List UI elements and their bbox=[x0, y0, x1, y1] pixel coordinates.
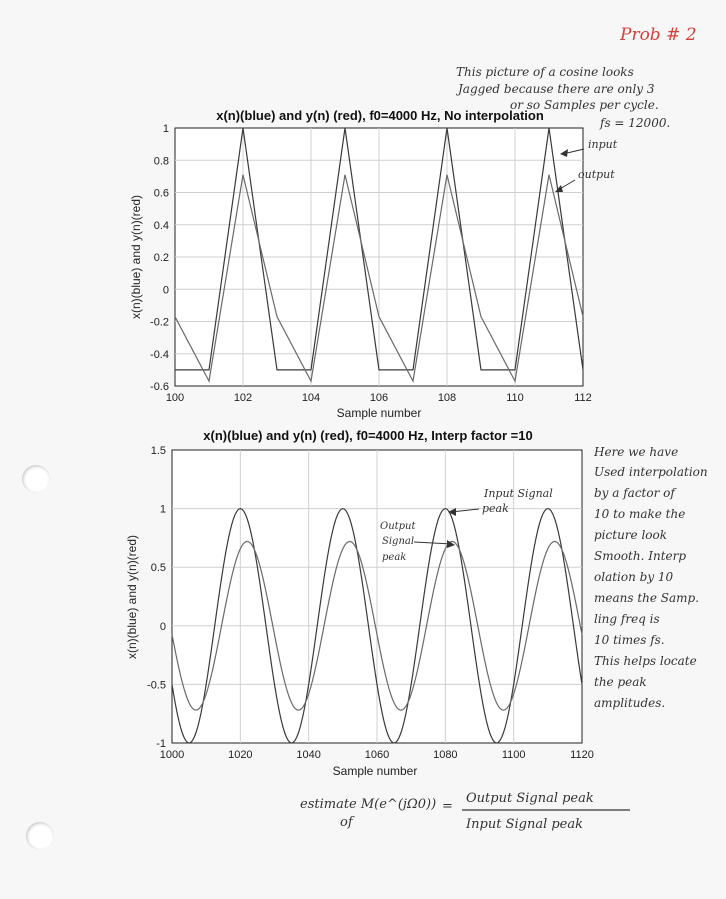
bottom-chart-series bbox=[171, 507, 583, 744]
series-line-y bbox=[174, 174, 584, 384]
y-tick-label: 0.4 bbox=[154, 220, 169, 232]
right-note-line: 10 to make the bbox=[594, 507, 685, 521]
output-peak-annotation: Output Signal peak bbox=[380, 521, 455, 563]
x-tick-label: 100 bbox=[166, 392, 184, 404]
bottom-chart: x(n)(blue) and y(n) (red), f0=4000 Hz, I… bbox=[125, 428, 594, 778]
top-chart-xlabel: Sample number bbox=[337, 406, 422, 420]
right-note-line: olation by 10 bbox=[594, 570, 674, 584]
y-tick-label: 0.8 bbox=[154, 155, 169, 167]
footer-formula: estimate M(e^(jΩ0)) of = Output Signal p… bbox=[300, 791, 630, 832]
output-arrow: output bbox=[555, 168, 615, 192]
output-arrow-label: output bbox=[578, 168, 615, 181]
x-tick-label: 1020 bbox=[228, 749, 252, 761]
problem-tag: Prob # 2 bbox=[619, 25, 697, 45]
x-tick-label: 1040 bbox=[296, 749, 320, 761]
top-chart-ylabel: x(n)(blue) and y(n)(red) bbox=[129, 195, 143, 319]
input-peak-label: peak bbox=[482, 502, 509, 515]
right-note-line: picture look bbox=[594, 528, 667, 542]
top-note-line: or so Samples per cycle. bbox=[510, 98, 659, 112]
x-tick-label: 112 bbox=[574, 392, 592, 404]
binder-hole-top bbox=[22, 465, 50, 493]
bottom-chart-x-ticks: 1000 1020 1040 1060 1080 1100 1120 bbox=[160, 749, 594, 761]
y-tick-label: 0.5 bbox=[151, 562, 166, 574]
right-note-line: the peak bbox=[594, 675, 647, 689]
bottom-chart-xlabel: Sample number bbox=[333, 764, 418, 778]
y-tick-label: 0 bbox=[160, 621, 166, 633]
formula-denominator: Input Signal peak bbox=[465, 817, 583, 832]
right-note-line: This helps locate bbox=[594, 654, 697, 668]
top-note-line: fs = 12000. bbox=[599, 116, 670, 130]
bottom-chart-title: x(n)(blue) and y(n) (red), f0=4000 Hz, I… bbox=[203, 428, 532, 443]
y-tick-label: 1 bbox=[163, 123, 169, 135]
right-note-line: Smooth. Interp bbox=[594, 549, 686, 563]
x-tick-label: 104 bbox=[302, 392, 320, 404]
input-arrow: input bbox=[560, 138, 618, 157]
formula-lhs-of: of bbox=[340, 815, 355, 830]
input-arrow-label: input bbox=[588, 138, 618, 151]
right-note-line: 10 times fs. bbox=[594, 633, 665, 647]
y-tick-label: 1.5 bbox=[151, 445, 166, 457]
input-peak-annotation: Input Signal peak bbox=[448, 487, 553, 516]
top-chart-y-ticks: -0.6 -0.4 -0.2 0 0.2 0.4 0.6 0.8 1 bbox=[150, 123, 169, 393]
bottom-chart-ylabel: x(n)(blue) and y(n)(red) bbox=[125, 535, 139, 659]
right-note-line: means the Samp. bbox=[594, 591, 699, 605]
y-tick-label: 0.2 bbox=[154, 252, 169, 264]
y-tick-label: -1 bbox=[156, 738, 166, 750]
x-tick-label: 1080 bbox=[433, 749, 457, 761]
y-tick-label: 0 bbox=[163, 284, 169, 296]
y-tick-label: 0.6 bbox=[154, 188, 169, 200]
top-chart-grid bbox=[175, 128, 583, 386]
x-tick-label: 108 bbox=[438, 392, 456, 404]
right-note-line: Here we have bbox=[593, 445, 678, 459]
formula-lhs: estimate M(e^(jΩ0)) bbox=[300, 797, 436, 812]
top-chart-x-ticks: 100 102 104 106 108 110 112 bbox=[166, 392, 592, 404]
output-peak-label: peak bbox=[382, 552, 406, 563]
formula-equals: = bbox=[442, 799, 453, 814]
right-note: Here we have Used interpolation by a fac… bbox=[593, 445, 708, 710]
y-tick-label: -0.4 bbox=[150, 349, 169, 361]
formula-numerator: Output Signal peak bbox=[466, 791, 594, 806]
right-note-line: ling freq is bbox=[594, 612, 660, 626]
x-tick-label: 106 bbox=[370, 392, 388, 404]
top-note-line: This picture of a cosine looks bbox=[456, 65, 634, 79]
x-tick-label: 1100 bbox=[502, 749, 526, 761]
y-tick-label: 1 bbox=[160, 504, 166, 516]
series-line-x bbox=[171, 507, 583, 744]
top-chart-series bbox=[174, 127, 584, 384]
series-line-y bbox=[171, 540, 583, 711]
series-line-x bbox=[175, 127, 584, 371]
output-peak-label: Signal bbox=[382, 536, 414, 547]
binder-hole-bottom bbox=[26, 822, 54, 850]
top-note: This picture of a cosine looks Jagged be… bbox=[455, 65, 670, 130]
top-chart-title: x(n)(blue) and y(n) (red), f0=4000 Hz, N… bbox=[216, 108, 544, 123]
x-tick-label: 102 bbox=[234, 392, 252, 404]
x-tick-label: 110 bbox=[506, 392, 524, 404]
y-tick-label: -0.2 bbox=[150, 317, 169, 329]
y-tick-label: -0.6 bbox=[150, 381, 169, 393]
x-tick-label: 1060 bbox=[365, 749, 389, 761]
y-tick-label: -0.5 bbox=[147, 679, 166, 691]
output-peak-label: Output bbox=[380, 521, 416, 532]
top-note-line: Jagged because there are only 3 bbox=[455, 82, 655, 96]
x-tick-label: 1000 bbox=[160, 749, 184, 761]
x-tick-label: 1120 bbox=[570, 749, 594, 761]
right-note-line: Used interpolation bbox=[594, 465, 708, 479]
right-note-line: amplitudes. bbox=[594, 696, 665, 710]
right-note-line: by a factor of bbox=[594, 486, 677, 500]
input-peak-label: Input Signal bbox=[483, 487, 553, 500]
top-chart: x(n)(blue) and y(n) (red), f0=4000 Hz, N… bbox=[129, 108, 592, 420]
bottom-chart-y-ticks: -1 -0.5 0 0.5 1 1.5 bbox=[147, 445, 166, 750]
